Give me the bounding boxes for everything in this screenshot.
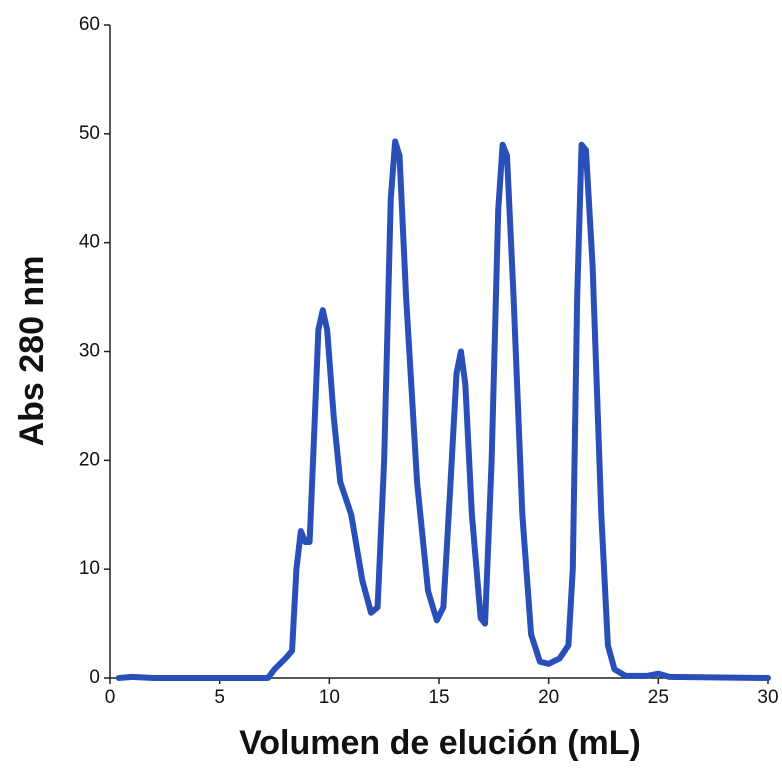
y-axis-title: Abs 280 nm (13, 256, 51, 447)
x-tick-label: 30 (757, 687, 778, 708)
y-tick-label: 0 (89, 667, 100, 688)
data-line (115, 138, 771, 681)
y-tick-label: 40 (79, 232, 100, 253)
x-tick-label: 10 (319, 687, 340, 708)
x-tick-label: 5 (214, 687, 225, 708)
y-tick-label: 30 (79, 341, 100, 362)
y-tick-label: 20 (79, 449, 100, 470)
x-tick-label: 25 (648, 687, 669, 708)
x-axis-title: Volumen de elución (mL) (239, 724, 641, 762)
y-tick-label: 10 (79, 558, 100, 579)
y-tick-label: 50 (79, 123, 100, 144)
y-tick-label: 60 (79, 14, 100, 35)
x-tick-label: 15 (428, 687, 449, 708)
x-tick-label: 20 (538, 687, 559, 708)
x-tick-label: 0 (105, 687, 116, 708)
